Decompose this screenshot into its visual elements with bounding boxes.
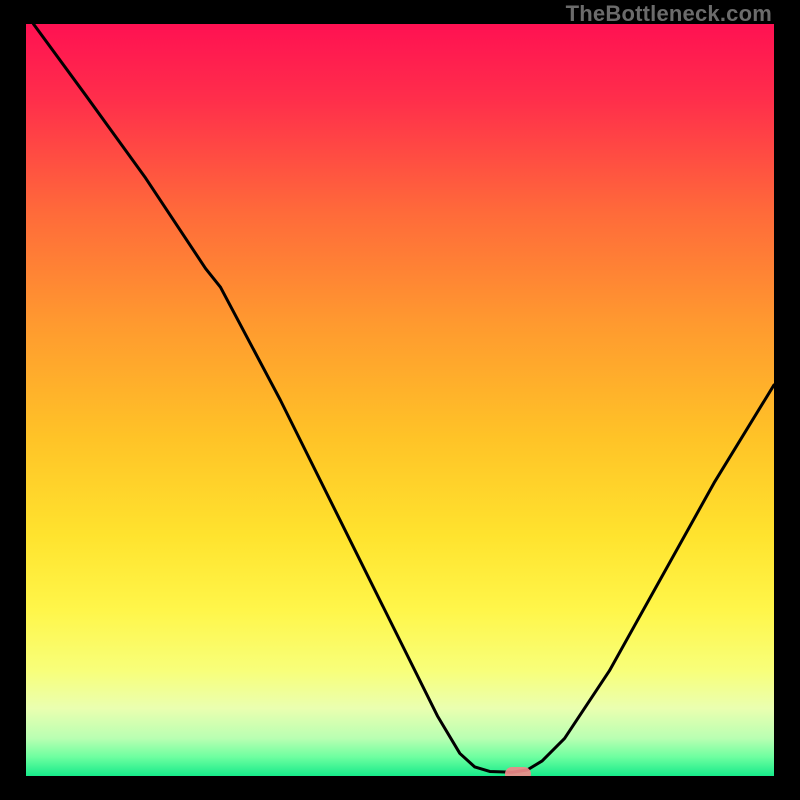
chart-stage: TheBottleneck.com xyxy=(0,0,800,800)
frame-left xyxy=(0,0,26,800)
optimal-point-marker xyxy=(505,767,531,776)
frame-right xyxy=(774,0,800,800)
frame-bottom xyxy=(0,776,800,800)
bottleneck-curve-path xyxy=(33,24,774,772)
attribution-label: TheBottleneck.com xyxy=(566,1,772,27)
plot-area xyxy=(26,24,774,776)
bottleneck-curve-svg xyxy=(26,24,774,776)
